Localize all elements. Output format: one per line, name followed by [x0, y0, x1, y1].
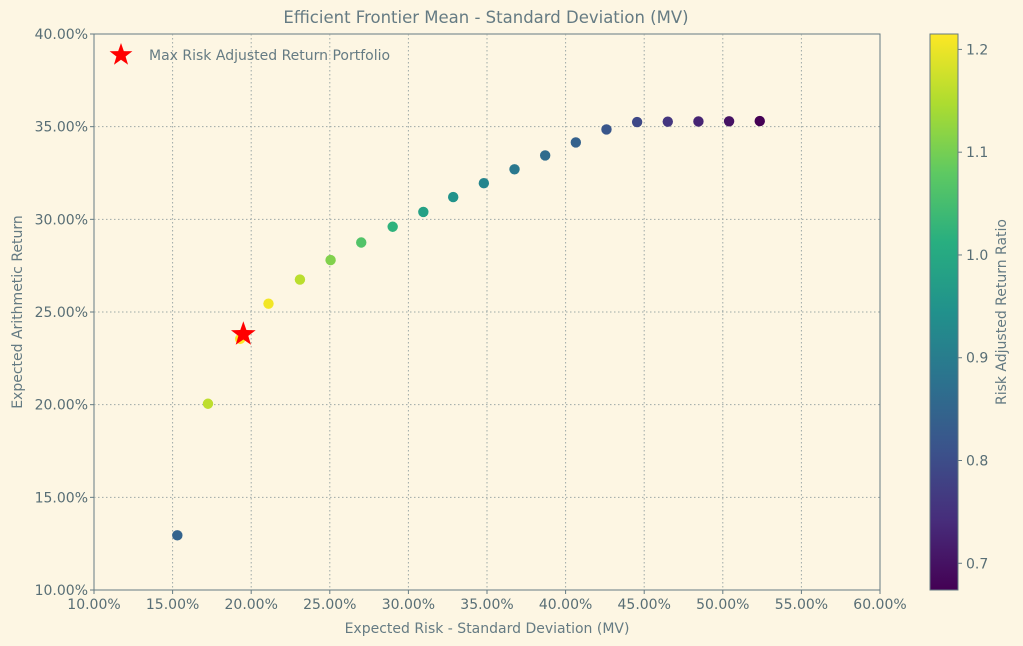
scatter-point	[418, 206, 429, 218]
y-tick-label: 25.00%	[35, 305, 88, 321]
scatter-point	[570, 137, 582, 148]
y-tick-label: 35.00%	[35, 120, 88, 136]
colorbar-ticks: 0.7 0.8 0.9 1.0 1.1 1.2	[958, 42, 988, 572]
scatter-point	[723, 116, 735, 127]
y-tick-label: 10.00%	[35, 583, 88, 599]
legend-star-icon	[109, 43, 133, 65]
x-tick-label: 60.00%	[853, 597, 906, 613]
colorbar-tick-label: 0.8	[966, 454, 988, 470]
x-tick-label: 30.00%	[382, 597, 435, 613]
colorbar-tick-label: 0.7	[966, 556, 988, 572]
x-tick-label: 15.00%	[146, 597, 199, 613]
scatter-point	[202, 398, 214, 409]
colorbar-title: Risk Adjusted Return Ratio	[994, 219, 1010, 405]
scatter-point	[662, 116, 673, 127]
x-tick-label: 35.00%	[460, 597, 513, 613]
scatter-point	[294, 274, 306, 285]
x-axis-ticks: 10.00% 15.00% 20.00% 25.00% 30.00% 35.00% 40.0…	[67, 590, 907, 613]
x-tick-label: 50.00%	[696, 597, 749, 613]
scatter-point	[356, 237, 367, 248]
grid-lines	[94, 34, 880, 590]
colorbar-gradient	[929, 33, 959, 591]
y-tick-label: 15.00%	[35, 490, 88, 506]
highlight-marker-group	[230, 321, 256, 345]
y-axis-title: Expected Arithmetic Return	[10, 215, 26, 409]
scatter-point	[448, 191, 459, 203]
y-tick-label: 20.00%	[35, 398, 88, 414]
x-tick-label: 25.00%	[303, 597, 356, 613]
x-tick-label: 45.00%	[618, 597, 671, 613]
y-axis-ticks: 10.00% 15.00% 20.00% 25.00% 30.00% 35.00% 40.0…	[35, 27, 94, 599]
legend: Max Risk Adjusted Return Portfolio	[109, 43, 390, 65]
scatter-point	[478, 177, 490, 189]
scatter-point	[509, 164, 520, 175]
legend-label: Max Risk Adjusted Return Portfolio	[149, 48, 390, 64]
scatter-point	[387, 221, 398, 232]
colorbar-tick-label: 1.0	[966, 248, 988, 264]
colorbar-tick-label: 1.1	[966, 145, 988, 161]
scatter-point	[601, 124, 612, 135]
x-tick-label: 40.00%	[539, 597, 592, 613]
scatter-points	[172, 115, 765, 541]
scatter-point	[631, 116, 643, 128]
scatter-point	[325, 254, 336, 266]
x-tick-label: 20.00%	[225, 597, 278, 613]
chart-title: Efficient Frontier Mean - Standard Devia…	[283, 8, 688, 27]
scatter-point	[172, 530, 183, 541]
x-tick-label: 10.00%	[67, 597, 120, 613]
max-risk-adjusted-star	[230, 321, 256, 345]
scatter-point	[539, 150, 551, 161]
scatter-point	[263, 298, 274, 309]
y-tick-label: 40.00%	[35, 27, 88, 43]
y-tick-label: 30.00%	[35, 212, 88, 228]
scatter-point	[693, 116, 704, 127]
scatter-point	[754, 115, 765, 127]
x-tick-label: 55.00%	[775, 597, 828, 613]
colorbar-tick-label: 0.9	[966, 351, 988, 367]
x-axis-title: Expected Risk - Standard Deviation (MV)	[345, 621, 630, 637]
colorbar: 0.7 0.8 0.9 1.0 1.1 1.2 Risk Adjusted Return …	[929, 33, 1010, 591]
colorbar-tick-label: 1.2	[966, 42, 988, 58]
plot-area: 10.00% 15.00% 20.00% 25.00% 30.00% 35.00% 40.0…	[35, 27, 907, 613]
